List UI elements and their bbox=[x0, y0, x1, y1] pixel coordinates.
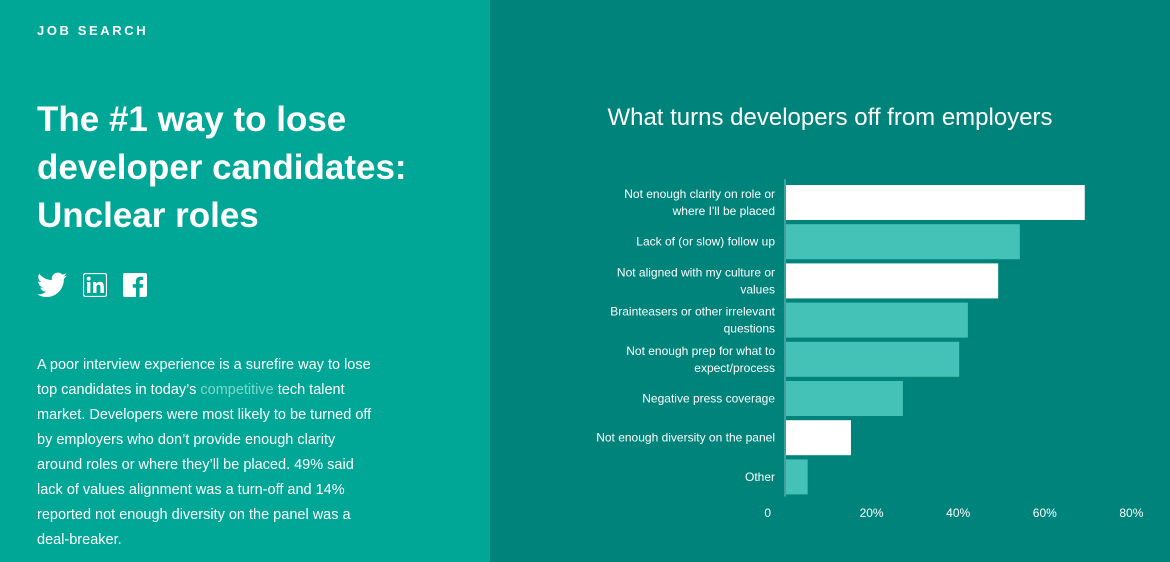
linkedin-icon[interactable] bbox=[83, 273, 107, 297]
chart-title: What turns developers off from employers bbox=[607, 104, 1053, 131]
bar-chart: Not enough clarity on role or where I'll … bbox=[596, 179, 1144, 520]
category-label: questions bbox=[724, 322, 775, 336]
category-label: values bbox=[740, 282, 775, 296]
section-label: JOB SEARCH bbox=[37, 23, 149, 38]
twitter-icon[interactable] bbox=[37, 272, 67, 298]
category-label: Lack of (or slow) follow up bbox=[636, 235, 775, 249]
bar-7 bbox=[786, 459, 808, 495]
x-tick-label: 40% bbox=[946, 506, 970, 520]
x-tick-label: 60% bbox=[1033, 506, 1057, 520]
bar-4 bbox=[786, 341, 960, 377]
body-text-start: A poor interview experience is a surefir… bbox=[37, 357, 371, 398]
bar-6 bbox=[786, 420, 851, 456]
x-tick-label: 0 bbox=[764, 506, 771, 520]
facebook-icon[interactable] bbox=[123, 273, 147, 297]
category-label: Not enough prep for what to bbox=[626, 344, 775, 358]
bar-3 bbox=[786, 302, 968, 338]
headline: The #1 way to lose developer candidates:… bbox=[37, 100, 407, 235]
category-label: where I'll be placed bbox=[672, 204, 775, 218]
category-label: Negative press coverage bbox=[642, 392, 775, 406]
chart-panel: What turns developers off from employers… bbox=[490, 0, 1170, 562]
category-label: Not enough diversity on the panel bbox=[596, 431, 775, 445]
competitive-link[interactable]: competitive bbox=[200, 382, 274, 398]
category-label: Brainteasers or other irrelevant bbox=[610, 305, 775, 319]
social-share-bar bbox=[37, 272, 147, 298]
category-label: Not enough clarity on role or bbox=[624, 187, 775, 201]
bar-2 bbox=[786, 263, 999, 299]
x-tick-label: 80% bbox=[1119, 506, 1143, 520]
category-label: Other bbox=[745, 470, 775, 484]
bar-1 bbox=[786, 224, 1020, 260]
body-text: A poor interview experience is a surefir… bbox=[37, 353, 377, 553]
left-panel: JOB SEARCH The #1 way to lose developer … bbox=[0, 0, 490, 562]
category-label: expect/process bbox=[694, 361, 775, 375]
bar-5 bbox=[786, 381, 903, 416]
body-text-end: tech talent market. Developers were most… bbox=[37, 382, 372, 548]
x-tick-label: 20% bbox=[860, 506, 884, 520]
category-label: Not aligned with my culture or bbox=[617, 265, 775, 279]
bar-0 bbox=[786, 185, 1085, 220]
